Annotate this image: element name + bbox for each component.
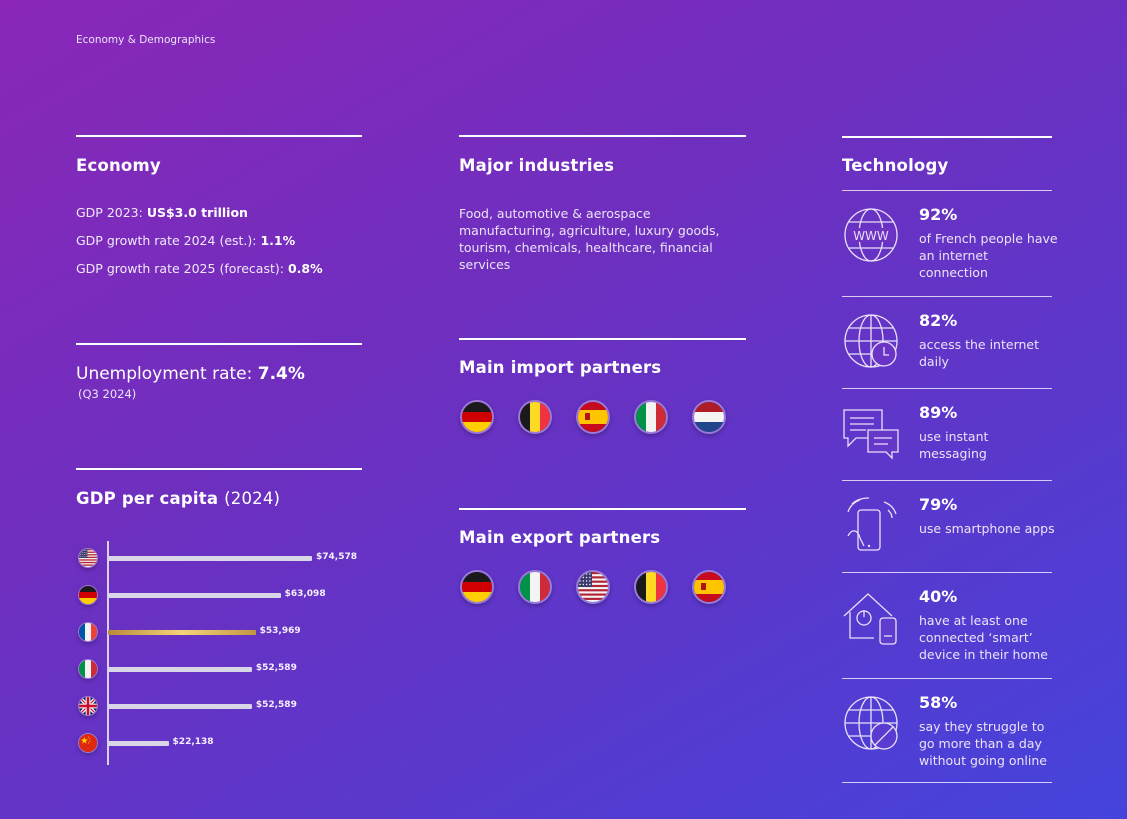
- gdp-per-capita-title-text: GDP per capita: [76, 489, 219, 508]
- bar-value-label: $22,138: [172, 737, 214, 747]
- growth-2025-value: 0.8%: [287, 261, 323, 276]
- economy-divider: [76, 135, 362, 137]
- growth-2025-label: GDP growth rate 2025 (forecast):: [76, 261, 288, 276]
- bar-value-label: $52,589: [255, 700, 297, 710]
- import-title: Main import partners: [459, 358, 662, 377]
- gdp-value: US$3.0 trillion: [146, 205, 248, 220]
- uk-flag-icon: [78, 696, 98, 716]
- technology-percent: 58%: [919, 693, 958, 712]
- bar-us: [108, 556, 312, 561]
- technology-percent: 92%: [919, 205, 958, 224]
- technology-percent: 79%: [919, 495, 958, 514]
- be-flag-icon: [518, 400, 552, 434]
- technology-description: have at least one connected ‘smart’ devi…: [919, 613, 1048, 662]
- industries-text: Food, automotive & aerospace manufacturi…: [459, 206, 720, 272]
- technology-description: use instant messaging: [919, 429, 989, 461]
- bar-value-label: $74,578: [316, 552, 357, 562]
- technology-description: of French people have an internet connec…: [919, 231, 1058, 280]
- es-flag-icon: [576, 400, 610, 434]
- technology-item-divider: [842, 190, 1052, 191]
- smartphone-hand-icon: [842, 496, 900, 554]
- industries-title: Major industries: [459, 156, 615, 175]
- chat-bubbles-icon: [842, 404, 900, 462]
- gdp-line: GDP 2023: US$3.0 trillion: [76, 205, 248, 220]
- technology-title: Technology: [842, 156, 949, 175]
- cn-flag-icon: [78, 733, 98, 753]
- technology-description: use smartphone apps: [919, 521, 1055, 536]
- technology-description: say they struggle to go more than a day …: [919, 719, 1047, 768]
- growth-2024-value: 1.1%: [260, 233, 296, 248]
- chart-axis: [107, 541, 109, 765]
- it-flag-icon: [634, 400, 668, 434]
- unemployment-divider: [76, 343, 362, 345]
- it-flag-icon: [78, 659, 98, 679]
- import-divider: [459, 338, 746, 340]
- bar-value-label: $52,589: [255, 663, 297, 673]
- gdp-per-capita-year: (2024): [224, 489, 281, 508]
- bar-fr: [108, 630, 256, 635]
- export-title: Main export partners: [459, 528, 661, 547]
- de-flag-icon: [460, 400, 494, 434]
- unemployment-period: (Q3 2024): [78, 387, 137, 401]
- www-globe-icon: WWW: [842, 206, 900, 264]
- technology-item-divider: [842, 678, 1052, 679]
- globe-clock-icon: [842, 312, 900, 370]
- us-flag-icon: [576, 570, 610, 604]
- technology-item-divider: [842, 480, 1052, 481]
- it-flag-icon: [518, 570, 552, 604]
- bar-value-label: $53,969: [259, 626, 301, 636]
- be-flag-icon: [634, 570, 668, 604]
- es-flag-icon: [692, 570, 726, 604]
- technology-item-divider: [842, 782, 1052, 783]
- bar-de: [108, 593, 281, 598]
- gdp-per-capita-divider: [76, 468, 362, 470]
- fr-flag-icon: [78, 622, 98, 642]
- bar-value-label: $63,098: [284, 589, 326, 599]
- de-flag-icon: [78, 585, 98, 605]
- unemployment-label: Unemployment rate:: [76, 364, 258, 384]
- us-flag-icon: [78, 548, 98, 568]
- economy-title: Economy: [76, 156, 161, 175]
- technology-percent: 40%: [919, 587, 958, 606]
- smart-home-icon: [842, 588, 900, 646]
- export-divider: [459, 508, 746, 510]
- unemployment-value: 7.4%: [257, 364, 305, 384]
- growth-2024-line: GDP growth rate 2024 (est.): 1.1%: [76, 233, 295, 248]
- technology-percent: 82%: [919, 311, 958, 330]
- gdp-label: GDP 2023:: [76, 205, 147, 220]
- technology-percent: 89%: [919, 403, 958, 422]
- unemployment-line: Unemployment rate: 7.4%: [76, 364, 305, 384]
- technology-item-divider: [842, 388, 1052, 389]
- globe-blocked-icon: [842, 694, 900, 752]
- bar-uk: [108, 704, 252, 709]
- nl-flag-icon: [692, 400, 726, 434]
- gdp-per-capita-title: GDP per capita (2024): [76, 489, 280, 508]
- growth-2024-label: GDP growth rate 2024 (est.):: [76, 233, 261, 248]
- bar-it: [108, 667, 252, 672]
- technology-item-divider: [842, 296, 1052, 297]
- bar-cn: [108, 741, 169, 746]
- technology-item-divider: [842, 572, 1052, 573]
- industries-divider: [459, 135, 746, 137]
- svg-text:WWW: WWW: [853, 229, 889, 243]
- breadcrumb: Economy & Demographics: [76, 34, 216, 46]
- growth-2025-line: GDP growth rate 2025 (forecast): 0.8%: [76, 261, 323, 276]
- technology-divider: [842, 136, 1052, 138]
- de-flag-icon: [460, 570, 494, 604]
- technology-description: access the internet daily: [919, 337, 1040, 369]
